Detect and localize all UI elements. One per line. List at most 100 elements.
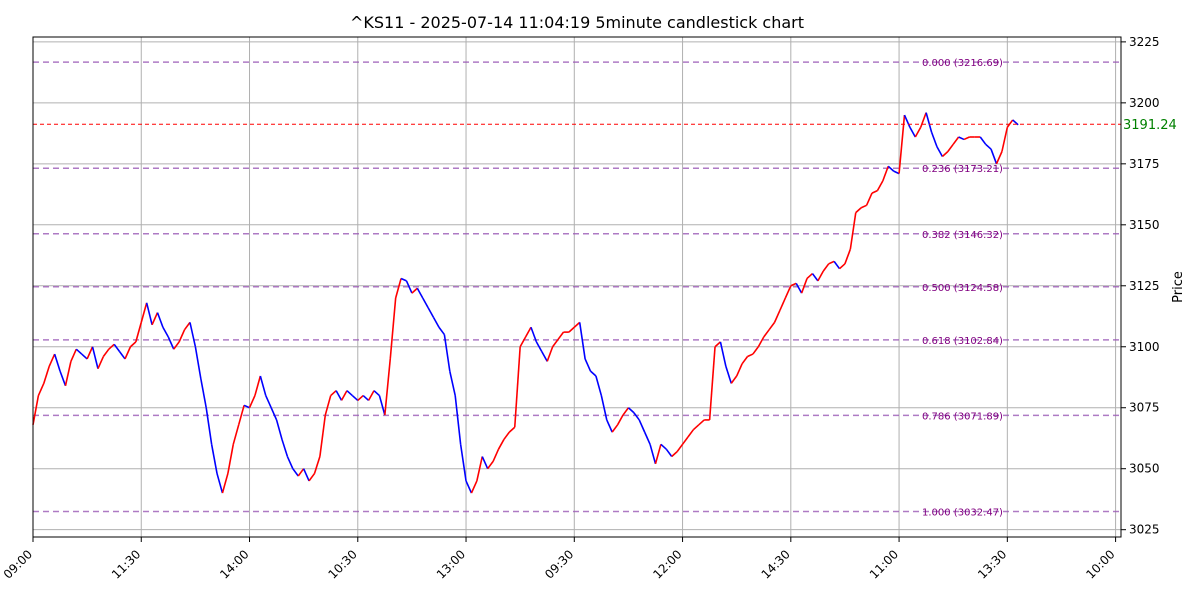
price-segment-up <box>1006 119 1014 128</box>
price-segment-down <box>216 473 224 494</box>
price-segment-down <box>113 343 121 353</box>
price-segment-down <box>205 407 213 445</box>
x-tick-label: 13:30 <box>975 547 1009 581</box>
current-price-line: 3191.24 <box>33 118 1177 133</box>
price-segment-down <box>416 287 424 299</box>
x-tick-label: 09:00 <box>1 547 35 581</box>
price-segment-down <box>194 346 202 379</box>
price-segment-up <box>492 448 500 462</box>
price-segment-down <box>719 341 727 367</box>
fib-level-label: 0.236 (3173.21) <box>922 164 1003 175</box>
price-segment-up <box>898 114 906 174</box>
price-segment-down <box>649 444 657 465</box>
price-segment-up <box>389 297 397 360</box>
price-segment-up <box>876 180 884 192</box>
price-segment-down <box>265 395 272 409</box>
price-segment-up <box>151 312 159 326</box>
price-segment-down <box>660 443 667 450</box>
price-segment-up <box>124 346 132 360</box>
price-segment-down <box>925 112 933 133</box>
x-tick-label: 10:00 <box>1083 547 1117 581</box>
price-segment-up <box>513 346 521 428</box>
price-segment-down <box>59 370 67 387</box>
price-segment-up <box>941 151 949 158</box>
y-tick-label: 3075 <box>1129 401 1160 415</box>
price-series <box>32 112 1019 494</box>
price-segment-down <box>909 126 917 138</box>
x-axis-ticks: 09:00 11:30 14:00 10:30 13:00 09:30 12:00 14:30… <box>1 537 1118 582</box>
price-segment-up <box>476 456 484 482</box>
price-segment-up <box>654 444 662 465</box>
x-tick-label: 11:00 <box>867 547 901 581</box>
price-segment-down <box>286 456 294 470</box>
price-segment-up <box>37 383 45 396</box>
price-segment-down <box>427 307 435 318</box>
y-tick-label: 3050 <box>1129 462 1160 476</box>
price-segment-up <box>806 272 813 280</box>
price-segment-up <box>497 439 505 450</box>
price-segment-down <box>281 439 289 457</box>
price-segment-up <box>714 341 721 348</box>
price-segment-up <box>817 270 824 282</box>
price-segment-down <box>275 419 283 440</box>
price-segment-up <box>173 341 180 350</box>
price-segment-up <box>779 297 787 311</box>
y-axis-ticks: 3025 3050 3075 3100 3125 3150 3175 3200 3225 <box>1121 35 1160 537</box>
price-segment-up <box>784 285 792 299</box>
price-segment-down <box>481 456 489 470</box>
price-segment-down <box>979 136 987 145</box>
price-segment-up <box>32 395 40 425</box>
price-segment-down <box>81 353 88 360</box>
price-segment-up <box>735 363 743 377</box>
x-tick-label: 12:00 <box>650 547 684 581</box>
y-tick-label: 3100 <box>1129 340 1160 354</box>
price-segment-down <box>443 334 451 372</box>
price-segment-up <box>227 444 235 474</box>
price-segment-up <box>357 394 364 402</box>
x-tick-label: 14:30 <box>759 547 793 581</box>
price-segment-up <box>681 436 689 445</box>
price-segment-down <box>302 468 310 482</box>
price-segment-up <box>135 322 143 343</box>
price-segment-up <box>768 321 776 331</box>
price-segment-up <box>394 278 402 299</box>
price-segment-up <box>865 192 873 206</box>
price-segment-down <box>833 260 841 270</box>
price-segment-up <box>822 263 830 272</box>
price-segment-down <box>292 468 299 477</box>
price-segment-down <box>578 322 586 360</box>
price-segment-up <box>297 468 305 477</box>
price-segment-up <box>232 424 240 445</box>
price-segment-down <box>589 370 597 377</box>
price-segment-down <box>346 390 353 397</box>
price-segment-down <box>887 165 895 172</box>
price-segment-up <box>763 329 770 338</box>
price-segment-down <box>405 280 413 294</box>
price-segment-up <box>741 356 749 365</box>
price-segment-down <box>373 390 380 397</box>
price-segment-up <box>48 353 56 367</box>
price-segment-down <box>210 444 218 474</box>
price-segment-down <box>259 375 267 396</box>
price-segment-down <box>432 317 440 328</box>
price-segment-down <box>893 170 900 175</box>
price-segment-up <box>616 414 624 426</box>
price-segment-up <box>573 321 581 328</box>
price-segment-down <box>990 148 998 165</box>
price-segment-up <box>470 480 478 494</box>
price-segment-down <box>200 378 208 408</box>
price-segment-up <box>129 341 137 348</box>
price-segment-down <box>118 351 126 360</box>
price-segment-down <box>795 282 803 294</box>
price-segment-down <box>243 404 250 409</box>
price-segment-up <box>952 136 960 145</box>
y-axis-label: Price <box>1171 271 1186 303</box>
current-price-label: 3191.24 <box>1123 118 1177 133</box>
price-segment-up <box>687 429 695 438</box>
price-segment-up <box>64 361 72 386</box>
price-segment-down <box>985 143 992 150</box>
price-segment-up <box>319 414 327 457</box>
price-segment-up <box>70 348 78 362</box>
price-segment-up <box>367 390 375 401</box>
price-segment-up <box>97 356 105 370</box>
